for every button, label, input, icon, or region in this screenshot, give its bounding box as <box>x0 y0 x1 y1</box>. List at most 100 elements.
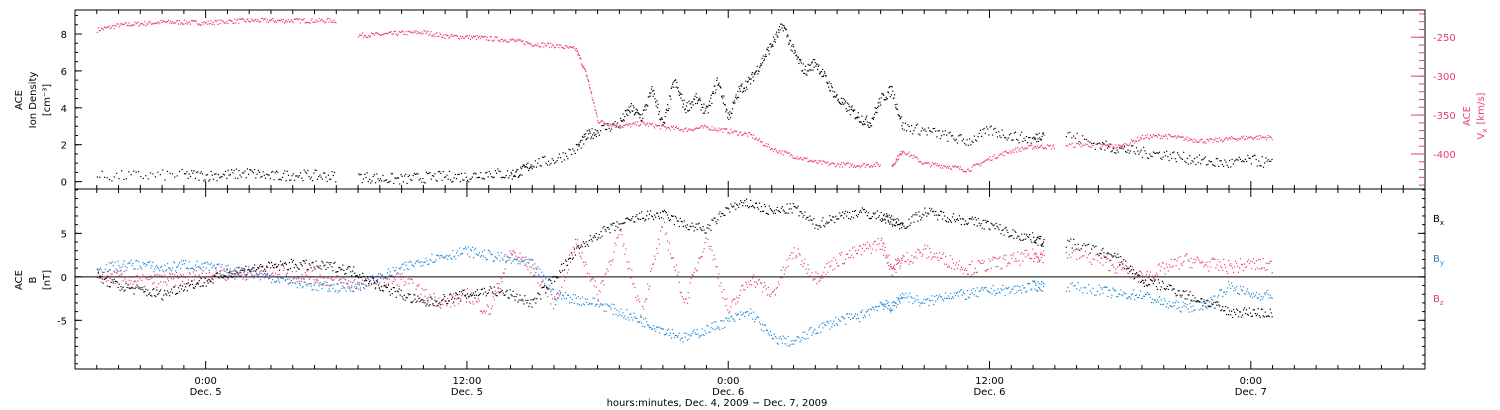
velocity-point <box>1143 138 1146 140</box>
bz-point <box>625 248 627 250</box>
density-point <box>370 182 372 184</box>
density-point <box>653 93 655 95</box>
density-point <box>891 86 893 88</box>
by-point <box>227 264 229 267</box>
velocity-point <box>1038 147 1040 149</box>
velocity-point <box>1162 135 1164 137</box>
by-point <box>1238 293 1241 295</box>
bz-point <box>687 292 689 294</box>
density-point <box>1229 159 1231 161</box>
bz-point <box>1234 266 1236 268</box>
velocity-point <box>309 22 311 24</box>
velocity-point <box>540 46 542 48</box>
velocity-point <box>370 32 373 34</box>
by-point <box>640 316 642 318</box>
bz-point <box>292 276 294 278</box>
by-point <box>177 264 180 266</box>
bz-point <box>1186 253 1188 255</box>
velocity-point <box>965 171 967 173</box>
by-point <box>1020 289 1022 291</box>
density-point <box>145 175 147 177</box>
by-point <box>175 270 177 272</box>
by-point <box>1160 299 1162 301</box>
by-point <box>182 260 185 262</box>
bz-point <box>406 276 408 278</box>
density-point <box>1096 143 1098 145</box>
density-point <box>849 114 851 116</box>
density-point <box>1033 138 1035 140</box>
bz-point <box>281 276 284 278</box>
velocity-point <box>539 46 541 48</box>
bz-point <box>403 284 405 286</box>
bz-point <box>781 277 783 279</box>
bz-point <box>336 275 338 277</box>
density-point <box>999 135 1001 137</box>
velocity-point <box>1271 139 1273 141</box>
velocity-point <box>924 162 926 164</box>
velocity-point <box>520 40 522 42</box>
bz-point <box>1092 258 1094 260</box>
bz-point <box>176 272 178 274</box>
density-point <box>567 158 569 160</box>
velocity-point <box>815 160 817 162</box>
density-point <box>639 114 642 116</box>
by-point <box>109 269 111 271</box>
bz-point <box>193 279 195 281</box>
bz-point <box>404 281 406 283</box>
velocity-point <box>278 19 281 21</box>
density-point <box>106 177 108 179</box>
velocity-point <box>794 157 796 159</box>
by-point <box>450 257 452 259</box>
bz-point <box>1244 267 1247 269</box>
bz-point <box>1253 262 1255 264</box>
by-point <box>387 268 389 270</box>
density-point <box>772 45 774 47</box>
by-point <box>1253 296 1255 298</box>
velocity-point <box>1251 137 1253 139</box>
density-point <box>477 176 479 178</box>
bz-point <box>354 279 356 281</box>
density-point <box>852 109 854 111</box>
velocity-point <box>707 126 709 128</box>
velocity-point <box>1247 136 1249 138</box>
by-point <box>1118 293 1120 295</box>
bz-point <box>696 270 698 272</box>
bz-point <box>471 301 474 303</box>
velocity-point <box>689 128 691 131</box>
bz-point <box>520 258 522 260</box>
bz-point <box>326 284 328 286</box>
by-point <box>670 337 672 339</box>
density-point <box>307 170 309 172</box>
bx-point <box>198 280 200 282</box>
velocity-point <box>405 31 407 33</box>
density-point <box>627 114 629 116</box>
bz-point <box>836 262 838 264</box>
density-point <box>508 177 510 179</box>
bz-point <box>662 218 665 220</box>
density-point <box>427 173 429 175</box>
bz-point <box>556 293 558 295</box>
density-point <box>1194 157 1196 160</box>
density-point <box>581 135 584 138</box>
by-point <box>762 330 765 332</box>
density-point <box>711 92 714 94</box>
by-point <box>730 316 732 318</box>
bz-point <box>394 279 396 281</box>
bz-point <box>964 267 966 269</box>
by-point <box>656 326 658 328</box>
bz-point <box>795 255 797 257</box>
velocity-point <box>628 123 630 125</box>
density-point <box>1120 147 1122 149</box>
by-point <box>481 251 483 253</box>
by-point <box>716 327 718 330</box>
by-point <box>608 305 610 307</box>
bz-point <box>1039 259 1041 261</box>
by-point <box>559 290 561 292</box>
by-point <box>366 285 368 287</box>
velocity-point <box>300 18 302 21</box>
velocity-point <box>653 125 655 128</box>
velocity-point <box>755 137 758 139</box>
bz-point <box>908 263 910 265</box>
by-point <box>192 268 194 270</box>
by-point <box>721 320 723 322</box>
